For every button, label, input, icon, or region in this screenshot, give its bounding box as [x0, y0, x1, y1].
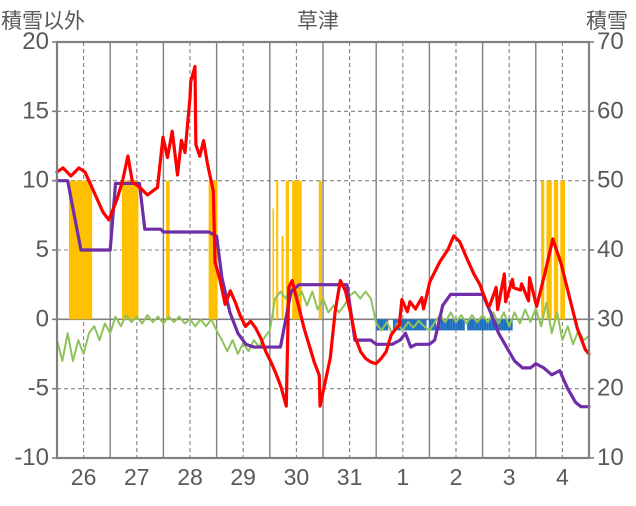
- svg-text:5: 5: [36, 236, 49, 263]
- svg-text:3: 3: [503, 464, 516, 490]
- svg-text:15: 15: [22, 97, 49, 124]
- svg-text:26: 26: [71, 464, 97, 490]
- svg-text:-5: -5: [28, 375, 49, 402]
- svg-text:4: 4: [556, 464, 569, 490]
- svg-text:1: 1: [396, 464, 409, 490]
- svg-text:0: 0: [36, 305, 49, 332]
- svg-text:40: 40: [597, 236, 624, 263]
- svg-text:10: 10: [597, 444, 624, 471]
- svg-text:2: 2: [450, 464, 463, 490]
- svg-text:20: 20: [597, 375, 624, 402]
- svg-text:30: 30: [284, 464, 310, 490]
- svg-text:-10: -10: [14, 444, 49, 471]
- svg-text:10: 10: [22, 167, 49, 194]
- svg-text:31: 31: [337, 464, 363, 490]
- svg-text:27: 27: [124, 464, 150, 490]
- svg-text:50: 50: [597, 167, 624, 194]
- svg-text:29: 29: [230, 464, 256, 490]
- svg-text:30: 30: [597, 305, 624, 332]
- svg-text:28: 28: [177, 464, 203, 490]
- svg-text:60: 60: [597, 97, 624, 124]
